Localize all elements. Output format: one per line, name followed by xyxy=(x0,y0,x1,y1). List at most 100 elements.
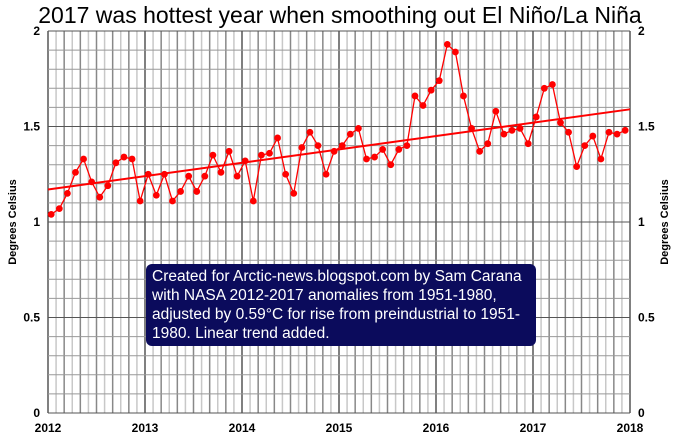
y-tick-label-left: 1 xyxy=(33,215,40,229)
y-tick-label-right: 0 xyxy=(638,406,645,420)
data-point xyxy=(573,163,581,171)
data-point xyxy=(371,153,378,161)
data-point xyxy=(193,188,201,195)
data-point xyxy=(549,81,556,88)
data-point xyxy=(274,134,281,142)
data-point xyxy=(88,178,96,186)
data-point xyxy=(47,210,55,218)
y-axis-label-left: Degrees Celsius xyxy=(7,179,19,265)
data-point xyxy=(419,102,427,109)
data-point xyxy=(249,197,257,205)
x-tick-label: 2014 xyxy=(229,421,256,435)
y-tick-label-right: 1 xyxy=(638,215,645,229)
data-point xyxy=(484,140,492,148)
y-axis-label-right: Degrees Celsius xyxy=(659,179,671,265)
data-point xyxy=(468,125,475,132)
data-point xyxy=(112,159,120,167)
data-point xyxy=(144,170,152,178)
data-point xyxy=(589,132,597,140)
data-point xyxy=(540,84,548,92)
data-point xyxy=(225,147,233,155)
data-point xyxy=(532,113,540,121)
data-point xyxy=(346,130,354,138)
data-point xyxy=(104,182,112,190)
x-tick-label: 2015 xyxy=(326,421,353,435)
grid xyxy=(47,30,631,414)
data-point xyxy=(217,168,225,176)
data-point xyxy=(233,172,241,180)
data-point xyxy=(161,170,168,178)
data-point xyxy=(120,153,128,161)
data-point xyxy=(72,168,79,176)
data-point xyxy=(557,119,564,127)
data-point xyxy=(64,189,71,197)
y-tick-label-left: 0.5 xyxy=(23,311,40,325)
data-point xyxy=(613,130,621,138)
data-point xyxy=(597,155,605,163)
data-point xyxy=(314,142,322,150)
chart-title: 2017 was hottest year when smoothing out… xyxy=(38,2,642,28)
data-point xyxy=(500,130,508,138)
data-point xyxy=(128,155,136,163)
y-tick-label-left: 0 xyxy=(33,406,40,420)
data-point xyxy=(403,142,411,150)
data-point xyxy=(298,144,306,151)
data-point xyxy=(266,149,273,157)
data-point xyxy=(152,191,160,199)
y-tick-label-right: 1.5 xyxy=(638,120,655,134)
data-point xyxy=(177,188,184,195)
data-point xyxy=(524,140,532,148)
data-point xyxy=(395,146,403,153)
data-point xyxy=(96,193,104,201)
data-point xyxy=(443,40,451,48)
data-point xyxy=(476,147,484,155)
data-point xyxy=(209,151,217,159)
data-point xyxy=(241,157,249,165)
data-point xyxy=(605,128,613,136)
data-point xyxy=(411,92,419,100)
y-tick-label-right: 0.5 xyxy=(638,311,655,325)
data-point xyxy=(306,128,314,136)
data-point xyxy=(136,197,144,205)
data-point xyxy=(322,170,330,178)
data-point xyxy=(460,92,467,100)
data-point xyxy=(581,142,589,150)
data-point xyxy=(379,146,387,153)
data-point xyxy=(508,126,516,134)
series xyxy=(47,40,631,218)
data-point xyxy=(492,107,500,115)
data-point xyxy=(330,147,338,155)
trend-line xyxy=(47,108,631,191)
data-point xyxy=(387,161,395,169)
data-point xyxy=(80,155,87,163)
data-point xyxy=(516,125,524,132)
anomaly-line xyxy=(50,43,626,215)
x-tick-label: 2018 xyxy=(617,421,644,435)
data-point xyxy=(363,155,370,163)
x-tick-label: 2012 xyxy=(35,421,62,435)
x-tick-label: 2016 xyxy=(423,421,450,435)
data-point xyxy=(621,126,629,134)
data-point xyxy=(169,197,176,205)
x-tick-label: 2017 xyxy=(520,421,547,435)
data-point xyxy=(282,170,290,178)
data-point xyxy=(355,125,362,132)
data-point xyxy=(435,77,443,85)
data-point xyxy=(258,151,265,159)
data-point xyxy=(427,86,435,94)
y-tick-label-left: 1.5 xyxy=(23,120,40,134)
y-tick-label-right: 2 xyxy=(638,24,645,38)
data-point xyxy=(452,48,459,56)
annotation-box: Created for Arctic-news.blogspot.com by … xyxy=(146,264,536,346)
data-point xyxy=(338,142,346,150)
data-point xyxy=(290,189,298,197)
x-tick-label: 2013 xyxy=(132,421,159,435)
y-tick-label-left: 2 xyxy=(33,24,40,38)
data-point xyxy=(185,172,193,180)
data-point xyxy=(565,128,572,136)
data-point xyxy=(55,205,63,213)
data-point xyxy=(201,172,209,180)
